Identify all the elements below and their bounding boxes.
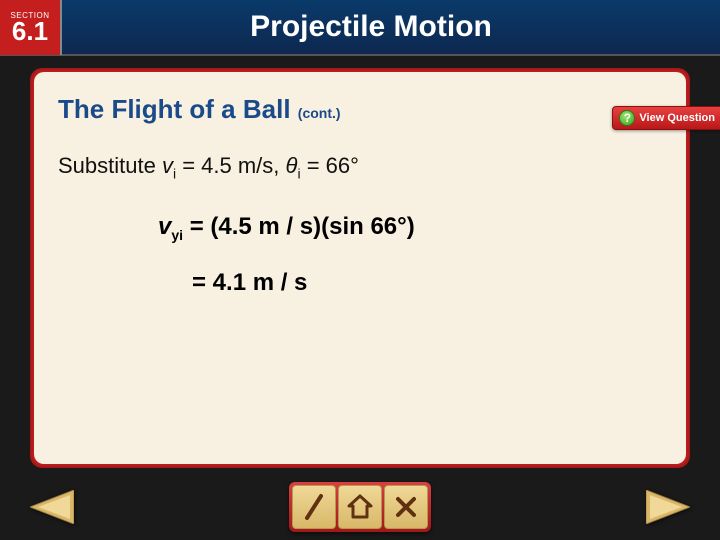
nav-home-button[interactable] <box>338 485 382 529</box>
view-question-label: View Question <box>639 112 715 124</box>
content-inner: The Flight of a Ball (cont.) Substitute … <box>34 72 686 464</box>
body-vi-var: v <box>162 153 173 178</box>
body-theta-val: = 66° <box>301 153 359 178</box>
question-icon: ? <box>619 110 635 126</box>
back-slash-icon <box>299 492 329 522</box>
content-frame: The Flight of a Ball (cont.) Substitute … <box>30 68 690 468</box>
arrow-right-icon <box>646 490 690 524</box>
eq1-var: v <box>158 213 171 240</box>
nav-close-button[interactable] <box>384 485 428 529</box>
nav-back-button[interactable] <box>292 485 336 529</box>
equation-line-1: vyi = (4.5 m / s)(sin 66°) <box>158 213 662 243</box>
subtitle-cont: (cont.) <box>298 105 341 121</box>
body-prefix: Substitute <box>58 153 162 178</box>
slide-subtitle: The Flight of a Ball (cont.) <box>58 94 662 125</box>
header-bar: SECTION 6.1 Projectile Motion <box>0 0 720 56</box>
view-question-button[interactable]: ? View Question <box>612 106 720 130</box>
section-tab: SECTION 6.1 <box>0 0 62 55</box>
section-number: 6.1 <box>12 20 48 43</box>
home-icon <box>345 492 375 522</box>
eq1-sub: yi <box>171 227 183 243</box>
arrow-left-icon <box>30 490 74 524</box>
chapter-title: Projectile Motion <box>62 10 720 44</box>
body-vi-val: = 4.5 m/s, <box>176 153 285 178</box>
body-text: Substitute vi = 4.5 m/s, θi = 66° <box>58 153 662 181</box>
subtitle-main: The Flight of a Ball <box>58 94 298 124</box>
body-theta-var: θ <box>286 153 298 178</box>
prev-button[interactable] <box>28 489 76 525</box>
close-icon <box>391 492 421 522</box>
nav-bar <box>0 482 720 532</box>
eq1-rhs: = (4.5 m / s)(sin 66°) <box>183 213 415 240</box>
equation-block: vyi = (4.5 m / s)(sin 66°) = 4.1 m / s <box>58 213 662 297</box>
equation-line-2: = 4.1 m / s <box>158 269 662 297</box>
center-nav <box>289 482 431 532</box>
next-button[interactable] <box>644 489 692 525</box>
